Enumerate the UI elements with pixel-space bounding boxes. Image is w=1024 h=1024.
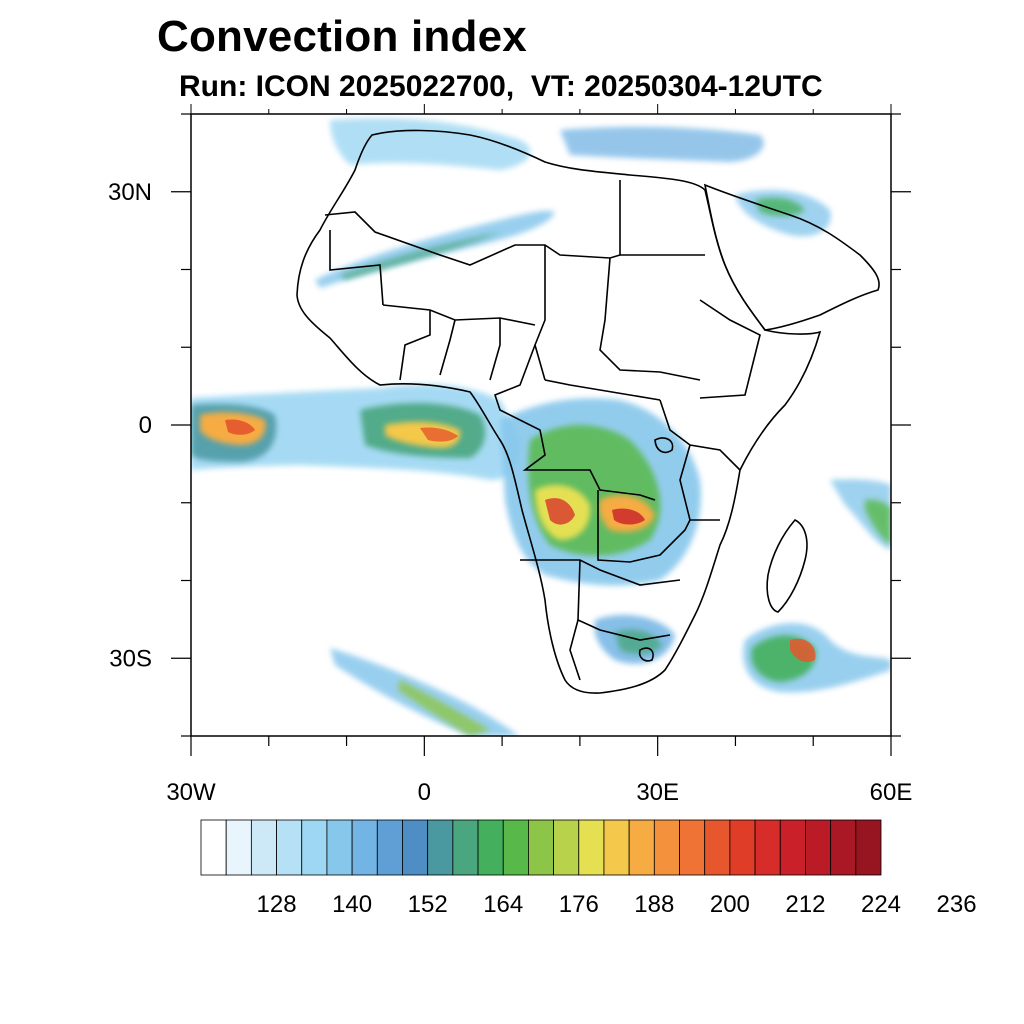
field-arabia-core <box>755 197 805 217</box>
colorbar-swatch <box>653 819 680 876</box>
colorbar-swatch <box>427 819 454 876</box>
colorbar-label: 140 <box>332 891 372 918</box>
colorbar: 128 140 152 164 176 188 200 212 224 236 <box>200 819 977 918</box>
convection-field <box>191 118 891 736</box>
lake-lesotho <box>638 647 654 662</box>
arabia-coastline <box>703 183 880 331</box>
colorbar-swatch <box>553 819 580 876</box>
map-title: Convection index <box>157 12 527 61</box>
colorbar-swatch <box>502 819 529 876</box>
colorbar-swatch <box>452 819 479 876</box>
field-gulf-guinea-red <box>420 427 458 442</box>
colorbar-swatch <box>402 819 429 876</box>
border-angola-zambia <box>597 490 691 563</box>
border-mauritania <box>329 230 384 306</box>
border-ethiopia <box>699 299 761 399</box>
x-tick-label: 30E <box>636 779 679 806</box>
colorbar-swatch <box>729 819 756 876</box>
y-tick-label: 30S <box>109 645 152 672</box>
colorbar-swatch <box>326 819 353 876</box>
colorbar-swatch <box>528 819 554 876</box>
colorbar-swatch <box>578 819 605 876</box>
colorbar-label: 224 <box>861 891 901 918</box>
border-sahara-vertical <box>619 180 705 256</box>
colorbar-swatch <box>779 819 806 876</box>
colorbar-label: 212 <box>785 891 825 918</box>
field-sahara-streak-green <box>340 232 500 280</box>
colorbar-swatch <box>225 819 252 876</box>
colorbar-label: 236 <box>937 891 977 918</box>
border-cameroon <box>494 344 536 421</box>
map-axes: 30W 0 30E 60E 30N 0 30S <box>108 104 912 806</box>
map-subtitle: Run: ICON 2025022700, VT: 20250304-12UTC <box>179 70 823 103</box>
colorbar-swatch <box>477 819 504 876</box>
x-tick-label: 60E <box>870 779 913 806</box>
field-east-indian <box>830 479 891 550</box>
field-med-east <box>560 126 764 162</box>
colorbar-label: 164 <box>483 891 523 918</box>
border-mali-niger <box>382 304 536 326</box>
colorbar-swatch <box>351 819 378 876</box>
field-angola-red <box>545 498 575 525</box>
field-west-core-red <box>225 419 255 435</box>
y-tick-label: 0 <box>139 412 152 439</box>
colorbar-swatch <box>276 819 303 876</box>
border-west-africa <box>399 310 501 381</box>
border-east-africa <box>659 399 741 521</box>
colorbar-label: 152 <box>408 891 448 918</box>
colorbar-swatch <box>830 819 857 876</box>
border-chad <box>534 245 546 381</box>
colorbar-swatch <box>250 819 277 876</box>
lake-victoria <box>654 437 674 454</box>
border-car-drc <box>544 379 661 401</box>
colorbar-label: 128 <box>257 891 297 918</box>
y-tick-label: 30N <box>108 179 152 206</box>
x-tick-label: 30W <box>166 779 216 806</box>
border-sudan <box>599 257 701 381</box>
colorbar-label: 188 <box>634 891 674 918</box>
field-south-africa-green <box>615 629 662 655</box>
colorbar-swatch <box>805 819 832 876</box>
colorbar-swatch <box>603 819 630 876</box>
colorbar-swatch <box>200 819 227 876</box>
field-zambia-red <box>612 508 645 525</box>
field-south-atlantic <box>330 648 520 736</box>
border-congo <box>519 419 656 501</box>
border-north-west <box>324 211 621 266</box>
colorbar-swatch <box>301 819 328 876</box>
field-mediterranean <box>330 118 531 170</box>
colorbar-swatch <box>704 819 731 876</box>
field-cyclone-red <box>790 638 816 662</box>
colorbar-swatch <box>754 819 781 876</box>
madagascar-coastline <box>766 519 808 613</box>
border-namibia <box>569 619 581 681</box>
coastlines-and-borders <box>296 129 880 694</box>
africa-coastline <box>296 129 822 694</box>
colorbar-swatch <box>679 819 706 876</box>
field-south-atlantic-green <box>398 680 490 736</box>
colorbar-label: 176 <box>559 891 599 918</box>
x-tick-label: 0 <box>418 779 431 806</box>
colorbar-swatch <box>855 819 882 876</box>
colorbar-swatch <box>628 819 655 876</box>
field-east-indian-core <box>865 499 891 545</box>
border-southern <box>520 559 681 641</box>
colorbar-label: 200 <box>710 891 750 918</box>
colorbar-swatch <box>376 819 403 876</box>
